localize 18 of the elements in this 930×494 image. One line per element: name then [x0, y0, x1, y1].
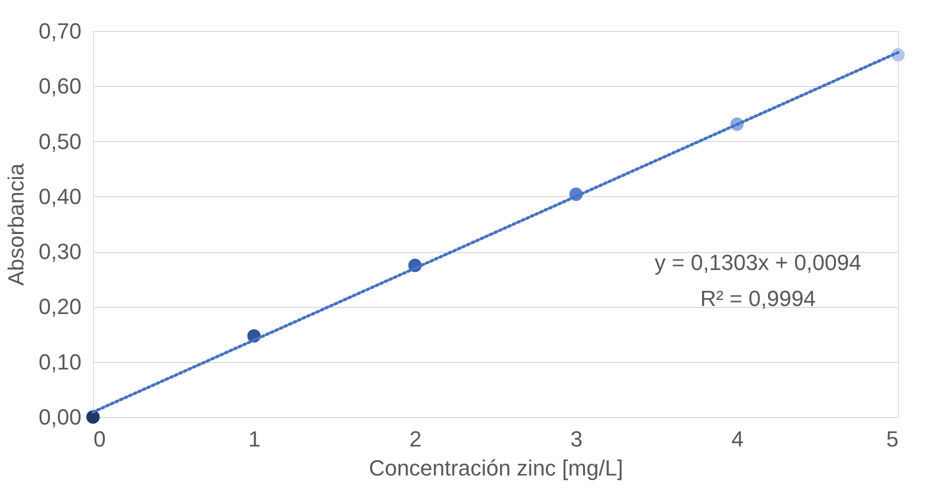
x-tick-label: 2	[409, 426, 422, 452]
y-tick-label: 0,10	[38, 349, 82, 374]
y-tick-label: 0,40	[38, 184, 82, 209]
x-tick-label: 5	[886, 426, 898, 452]
y-tick-label: 0,00	[38, 404, 82, 430]
y-tick-label: 0,50	[38, 128, 82, 154]
annotation: R² = 0,9994	[700, 286, 816, 311]
x-axis-title: Concentración zinc [mg/L]	[368, 456, 624, 480]
x-tick-label: 1	[248, 426, 261, 452]
y-tick-label: 0,70	[38, 18, 82, 44]
y-tick-label: 0,60	[38, 74, 82, 99]
y-tick-label: 0,30	[38, 239, 82, 264]
x-tick-label: 3	[570, 426, 583, 452]
y-tick-label: 0,20	[38, 294, 82, 320]
annotation: y = 0,1303x + 0,0094	[654, 250, 862, 275]
y-axis-title: Absorbancia	[4, 162, 29, 286]
x-tick-label: 0	[94, 426, 106, 452]
x-tick-label: 4	[731, 426, 744, 452]
